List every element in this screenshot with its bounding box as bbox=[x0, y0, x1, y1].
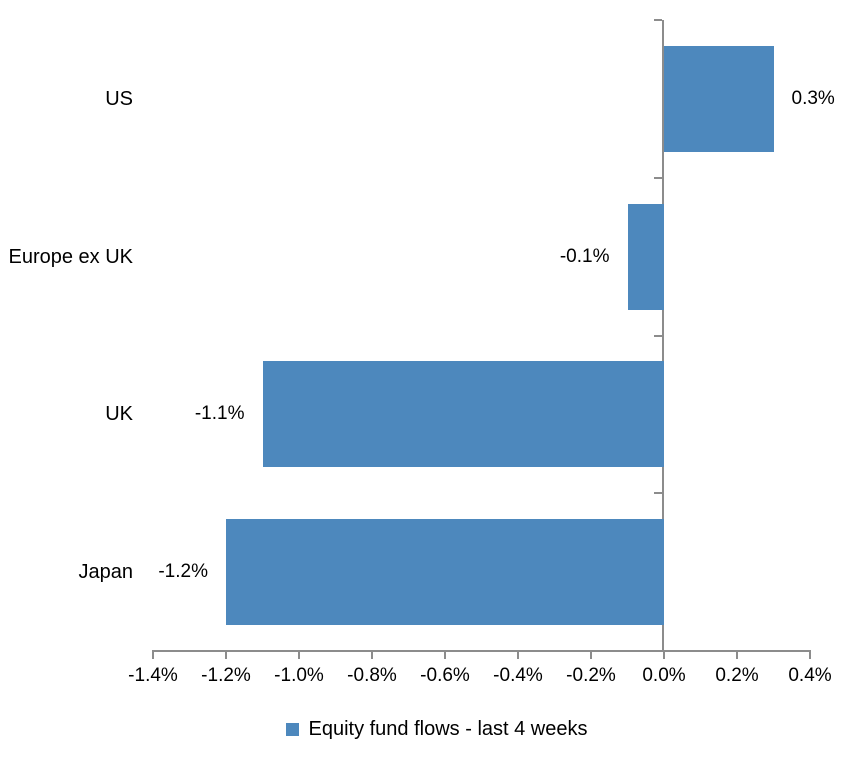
category-axis-tick bbox=[654, 492, 662, 495]
legend-label: Equity fund flows - last 4 weeks bbox=[308, 718, 588, 740]
data-label-us: 0.3% bbox=[791, 87, 835, 109]
x-axis-tick-label: -0.6% bbox=[420, 665, 470, 686]
category-axis-tick bbox=[654, 19, 662, 21]
category-axis-tick bbox=[654, 176, 662, 179]
bar-europe-ex-uk bbox=[627, 203, 664, 310]
category-axis-tick bbox=[654, 650, 662, 652]
x-axis-tick-label: -1.4% bbox=[128, 665, 178, 686]
x-axis-tick bbox=[225, 650, 227, 659]
category-label-us: US bbox=[105, 87, 133, 110]
bar-uk bbox=[262, 361, 664, 468]
data-label-europe-ex-uk: -0.1% bbox=[559, 245, 610, 267]
value-axis-line bbox=[152, 650, 811, 652]
x-axis-tick-label: -1.0% bbox=[274, 665, 324, 686]
x-axis-tick bbox=[517, 650, 519, 659]
x-axis-tick bbox=[298, 650, 300, 659]
x-axis-tick-label: -0.2% bbox=[566, 665, 616, 686]
x-axis-tick-label: 0.2% bbox=[715, 665, 759, 686]
legend-series-marker-icon bbox=[286, 722, 300, 736]
bar-us bbox=[664, 45, 774, 152]
category-label-uk: UK bbox=[105, 403, 133, 426]
x-axis-tick-label: -0.4% bbox=[493, 665, 543, 686]
bar-japan bbox=[226, 519, 664, 626]
x-axis-tick bbox=[444, 650, 446, 659]
category-axis-line bbox=[662, 20, 664, 651]
x-axis-tick bbox=[736, 650, 738, 659]
data-label-japan: -1.2% bbox=[158, 561, 208, 583]
category-label-japan: Japan bbox=[78, 561, 134, 584]
x-axis-tick bbox=[663, 650, 665, 659]
legend: Equity fund flows - last 4 weeks bbox=[0, 717, 852, 741]
x-axis-tick-label: -0.8% bbox=[347, 665, 397, 686]
x-axis-tick bbox=[590, 650, 592, 659]
x-axis-tick bbox=[371, 650, 373, 659]
x-axis-tick-label: 0.4% bbox=[788, 665, 832, 686]
x-axis-tick bbox=[809, 650, 811, 659]
x-axis-tick-label: 0.0% bbox=[642, 665, 686, 686]
data-label-uk: -1.1% bbox=[194, 403, 245, 425]
category-label-europe-ex-uk: Europe ex UK bbox=[8, 245, 133, 268]
category-axis-tick bbox=[654, 334, 662, 337]
x-axis-tick bbox=[152, 650, 154, 659]
x-axis-tick-label: -1.2% bbox=[201, 665, 251, 686]
